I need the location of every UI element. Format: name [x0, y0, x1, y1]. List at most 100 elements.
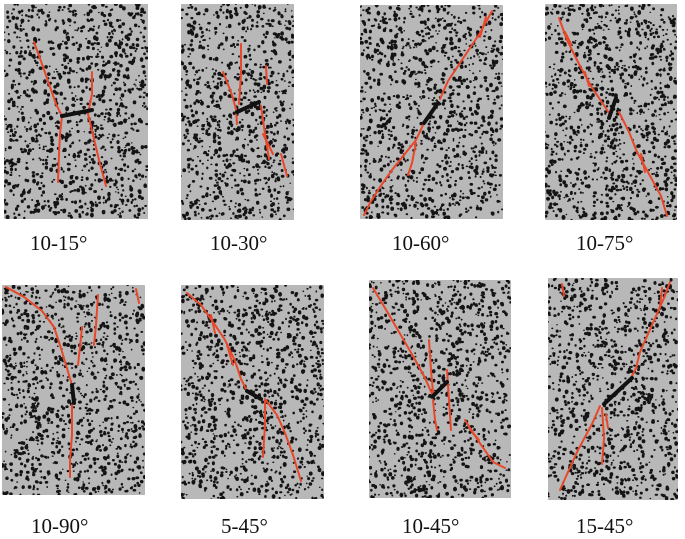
speckle-dot: [59, 417, 63, 422]
speckle-dot: [140, 345, 144, 349]
speckle-dot: [195, 81, 200, 86]
speckle-dot: [133, 444, 137, 448]
speckle-dot: [135, 456, 140, 461]
speckle-dot: [557, 81, 560, 84]
speckle-dot: [75, 332, 78, 335]
speckle-dot: [144, 75, 147, 77]
speckle-dot: [102, 201, 105, 204]
speckle-dot: [142, 352, 145, 356]
speckle-dot: [491, 211, 495, 216]
speckle-dot: [17, 67, 21, 73]
speckle-dot: [495, 47, 500, 52]
speckle-dot: [271, 171, 274, 174]
speckle-dot: [9, 173, 13, 177]
speckle-dot: [102, 484, 104, 487]
speckle-dot: [559, 123, 563, 127]
speckle-dot: [129, 487, 133, 490]
speckle-dot: [673, 209, 676, 211]
speckle-dot: [270, 173, 275, 179]
speckle-dot: [469, 80, 472, 83]
speckle-dot: [201, 111, 205, 115]
speckle-dot: [381, 40, 385, 45]
speckle-dot: [84, 184, 87, 187]
speckle-dot: [672, 218, 676, 220]
speckle-dot: [112, 68, 116, 71]
speckle-dot: [23, 301, 27, 305]
speckle-dot: [440, 205, 443, 208]
speckle-dot: [18, 110, 20, 113]
speckle-dot: [9, 354, 12, 357]
speckle-dot: [11, 285, 16, 289]
speckle-dot: [616, 67, 619, 71]
speckle-dot: [563, 71, 567, 75]
speckle-dot: [61, 8, 64, 11]
speckle-dot: [41, 50, 44, 53]
speckle-dot: [36, 487, 39, 491]
speckle-dot: [388, 196, 393, 202]
speckle-dot: [122, 154, 127, 158]
speckle-dot: [598, 15, 601, 18]
speckle-dot: [412, 133, 415, 136]
speckle-dot: [636, 188, 639, 191]
speckle-dot: [627, 216, 632, 220]
speckle-dot: [226, 131, 231, 135]
speckle-dot: [94, 490, 97, 494]
speckle-dot: [26, 179, 30, 183]
speckle-dot: [367, 76, 372, 80]
speckle-dot: [52, 317, 55, 320]
speckle-dot: [481, 115, 486, 121]
speckle-dot: [614, 193, 617, 196]
speckle-dot: [497, 81, 502, 85]
speckle-dot: [22, 380, 25, 383]
speckle-dot: [32, 158, 35, 161]
speckle-dot: [17, 10, 22, 14]
speckle-dot: [83, 14, 86, 16]
speckle-dot: [626, 82, 630, 86]
speckle-dot: [68, 212, 71, 215]
speckle-dot: [660, 18, 664, 22]
speckle-dot: [39, 335, 42, 339]
speckle-dot: [642, 149, 646, 153]
speckle-dot: [454, 127, 459, 131]
speckle-dot: [572, 89, 577, 94]
speckle-dot: [211, 200, 215, 203]
speckle-dot: [71, 103, 76, 108]
speckle-dot: [93, 375, 97, 380]
speckle-dot: [121, 486, 124, 489]
speckle-dot: [4, 75, 7, 78]
speckle-dot: [276, 209, 280, 212]
speckle-dot: [19, 55, 24, 58]
speckle-dot: [647, 37, 650, 41]
crack-paths: [33, 41, 107, 187]
speckle-dot: [246, 17, 249, 20]
speckle-dot: [276, 95, 280, 99]
speckle-dot: [93, 487, 97, 490]
speckle-dot: [121, 202, 124, 205]
speckle-dot: [619, 148, 621, 150]
speckle-dot: [364, 139, 368, 142]
speckle-dot: [265, 30, 269, 35]
speckle-dot: [222, 11, 225, 14]
speckle-dot: [369, 113, 372, 116]
speckle-dot: [390, 54, 394, 58]
speckle-dot: [11, 86, 14, 89]
speckle-dot: [377, 145, 380, 147]
speckle-dot: [656, 174, 660, 177]
speckle-dot: [557, 194, 561, 198]
speckle-dot: [578, 215, 583, 219]
speckle-dot: [640, 217, 644, 220]
speckle-dot: [32, 46, 35, 50]
speckle-dot: [481, 201, 485, 204]
speckle-dot: [32, 493, 35, 495]
speckle-dot: [367, 125, 372, 131]
speckle-dot: [25, 379, 28, 383]
speckle-dot: [57, 492, 61, 495]
speckle-dot: [30, 287, 34, 291]
speckle-dot: [288, 27, 292, 31]
speckle-dot: [656, 35, 661, 38]
speckle-dot: [80, 26, 83, 30]
speckle-dot: [444, 192, 448, 196]
speckle-dot: [242, 212, 246, 217]
speckle-dot: [83, 311, 86, 314]
speckle-dot: [564, 134, 567, 137]
